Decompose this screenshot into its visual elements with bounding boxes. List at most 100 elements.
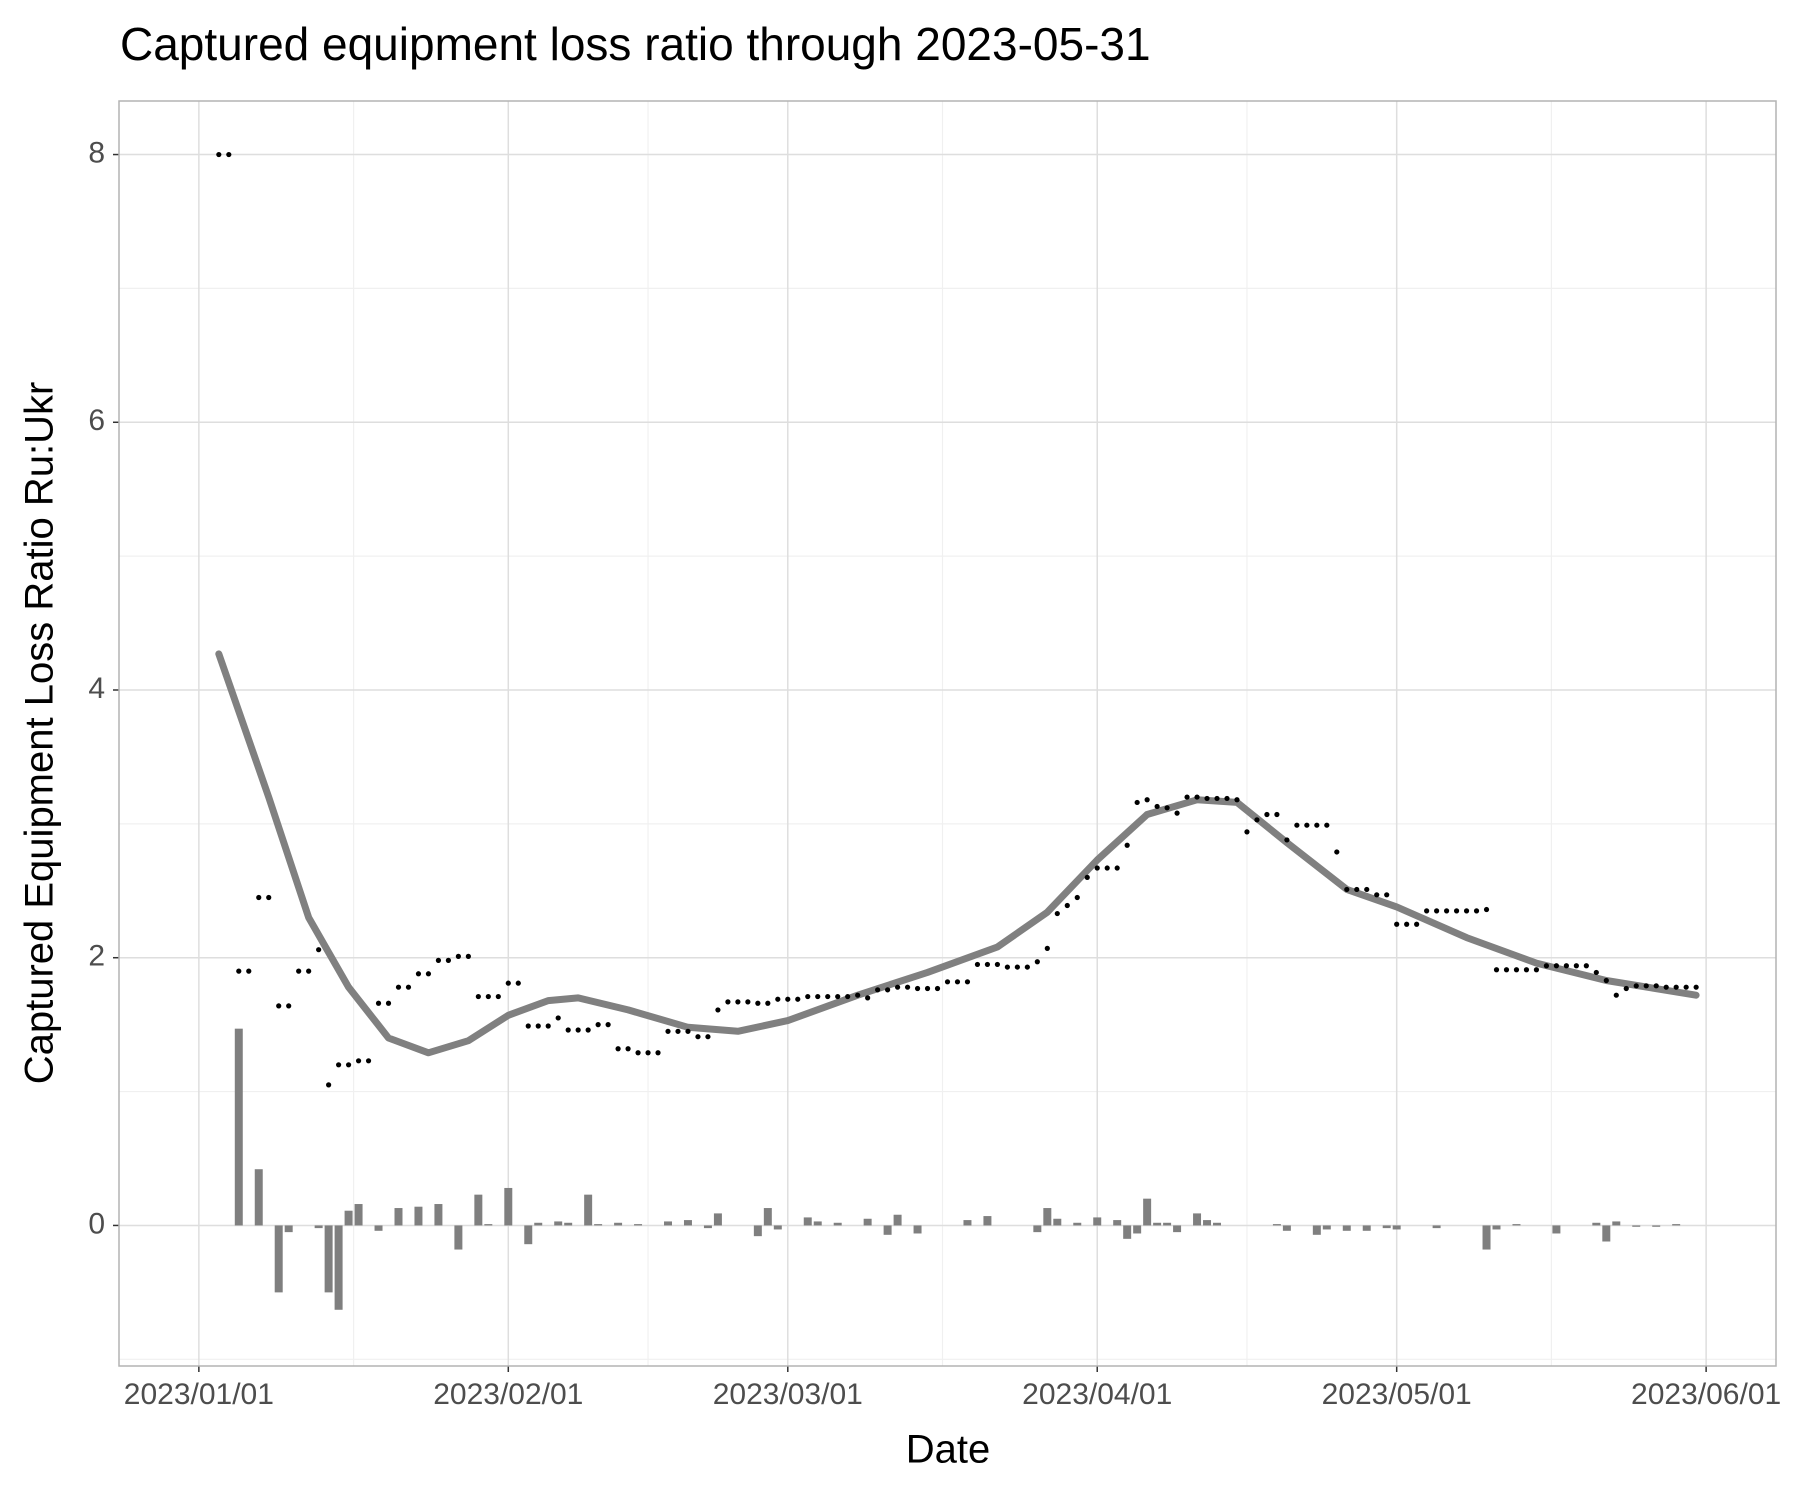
point (1344, 886, 1350, 893)
point (1414, 921, 1420, 927)
point (1304, 822, 1310, 828)
point (1404, 921, 1410, 927)
bar (1592, 1222, 1601, 1226)
point (1374, 892, 1380, 898)
bar (1672, 1224, 1681, 1226)
bar (803, 1217, 812, 1226)
point (775, 996, 781, 1002)
point (1264, 811, 1270, 818)
point (1124, 842, 1130, 848)
point (1553, 963, 1559, 969)
bar (274, 1225, 283, 1293)
bar (554, 1221, 563, 1226)
point (1234, 797, 1240, 803)
point (525, 1023, 531, 1029)
x-tick-label: 2023/03/01 (713, 1378, 863, 1411)
point (944, 979, 951, 985)
bar (1093, 1217, 1102, 1226)
point (615, 1046, 621, 1052)
point (575, 1027, 581, 1033)
point (276, 1003, 282, 1009)
point (1274, 811, 1280, 818)
point (505, 980, 511, 986)
bar (614, 1222, 623, 1226)
point (266, 894, 272, 901)
point (435, 957, 442, 963)
point (865, 995, 871, 1001)
plot-border (118, 100, 1777, 1367)
point (1354, 886, 1360, 893)
point (1663, 984, 1669, 990)
bar (474, 1194, 483, 1226)
point (815, 993, 821, 1000)
point (326, 1082, 332, 1088)
point (1603, 977, 1609, 984)
point (715, 1007, 721, 1013)
point (595, 1022, 601, 1028)
bar (334, 1225, 343, 1310)
point (974, 961, 981, 968)
bar (713, 1213, 722, 1226)
y-axis-title: Captured Equipment Loss Ratio Ru:Ukr (18, 382, 62, 1085)
bar (1492, 1225, 1501, 1230)
bar (983, 1216, 992, 1226)
point (1284, 837, 1290, 843)
bar (1203, 1220, 1212, 1226)
point (1214, 795, 1220, 802)
bar (1173, 1225, 1182, 1233)
point (625, 1046, 631, 1052)
bar (1123, 1225, 1132, 1239)
point (924, 985, 931, 992)
point (1613, 992, 1619, 998)
bar (1143, 1198, 1152, 1226)
point (1573, 963, 1579, 969)
point (1673, 984, 1679, 990)
point (1084, 874, 1090, 881)
point (565, 1027, 571, 1033)
point (1443, 908, 1450, 914)
point (1424, 908, 1430, 914)
bar (254, 1169, 263, 1226)
bar (883, 1225, 892, 1235)
point (425, 971, 432, 977)
point (914, 985, 921, 992)
point (765, 1000, 771, 1006)
bar (1362, 1225, 1371, 1231)
bar (1213, 1222, 1222, 1226)
bar (594, 1224, 603, 1226)
point (1513, 967, 1520, 973)
point (1623, 985, 1629, 992)
bar (1342, 1225, 1351, 1231)
point (1094, 865, 1100, 871)
point (1563, 963, 1569, 969)
y-tick-label: 0 (88, 1207, 105, 1240)
point (1224, 795, 1230, 802)
point (655, 1050, 661, 1056)
point (1174, 810, 1180, 816)
point (1014, 964, 1020, 970)
point (645, 1050, 651, 1056)
point (845, 993, 851, 1000)
point (1134, 799, 1140, 806)
point (984, 961, 991, 968)
point (306, 968, 312, 974)
point (1503, 967, 1510, 973)
bar (1612, 1221, 1621, 1226)
point (415, 971, 422, 977)
point (1364, 886, 1370, 893)
point (535, 1023, 541, 1029)
bar (913, 1225, 922, 1234)
point (495, 993, 501, 1000)
bar (683, 1220, 692, 1226)
point (555, 1015, 561, 1021)
point (345, 1062, 352, 1068)
point (296, 968, 302, 974)
bar (1602, 1225, 1611, 1242)
point (875, 987, 881, 993)
point (226, 151, 232, 158)
point (336, 1062, 342, 1068)
x-tick-label: 2023/04/01 (1022, 1378, 1172, 1411)
point (1024, 964, 1030, 970)
point (405, 984, 412, 990)
x-tick-label: 2023/01/01 (124, 1378, 274, 1411)
